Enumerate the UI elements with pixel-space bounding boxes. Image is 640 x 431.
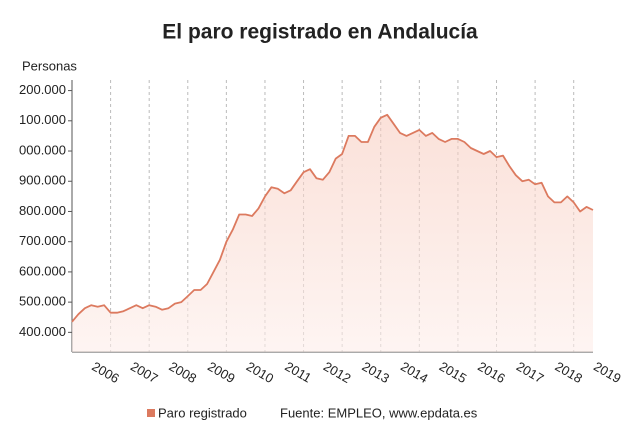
x-tick-label: 2019 [591, 359, 624, 386]
x-tick-label: 2015 [437, 359, 470, 386]
x-tick-label: 2007 [128, 359, 161, 386]
x-tick-label: 2017 [514, 359, 547, 386]
y-tick-label: 100.000 [19, 112, 66, 127]
x-tick-label: 2018 [552, 359, 585, 386]
y-tick-label: 200.000 [19, 82, 66, 97]
x-tick-label: 2008 [167, 359, 200, 386]
x-tick-label: 2006 [89, 359, 122, 386]
x-tick-label: 2009 [205, 359, 238, 386]
x-tick-label: 2016 [475, 359, 508, 386]
x-tick-label: 2013 [360, 359, 393, 386]
y-tick-label: 700.000 [19, 233, 66, 248]
area [72, 114, 593, 352]
chart-title: El paro registrado en Andalucía [162, 21, 478, 44]
y-axis-label: Personas [22, 58, 77, 73]
x-tick-label: 2012 [321, 359, 354, 386]
y-tick-label: 000.000 [19, 142, 66, 157]
x-tick-label: 2014 [398, 359, 431, 386]
line [71, 113, 594, 323]
y-tick-label: 500.000 [19, 294, 66, 309]
x-tick-label: 2011 [282, 359, 314, 386]
legend-swatch [147, 409, 155, 417]
y-tick-label: 400.000 [19, 324, 66, 339]
source: Fuente: EMPLEO, www.epdata.es [280, 405, 478, 420]
legend-label: Paro registrado [158, 405, 247, 420]
y-tick-label: 600.000 [19, 263, 66, 278]
y-tick-label: 800.000 [19, 203, 66, 218]
y-tick-label: 900.000 [19, 173, 66, 188]
x-tick-label: 2010 [244, 359, 277, 386]
